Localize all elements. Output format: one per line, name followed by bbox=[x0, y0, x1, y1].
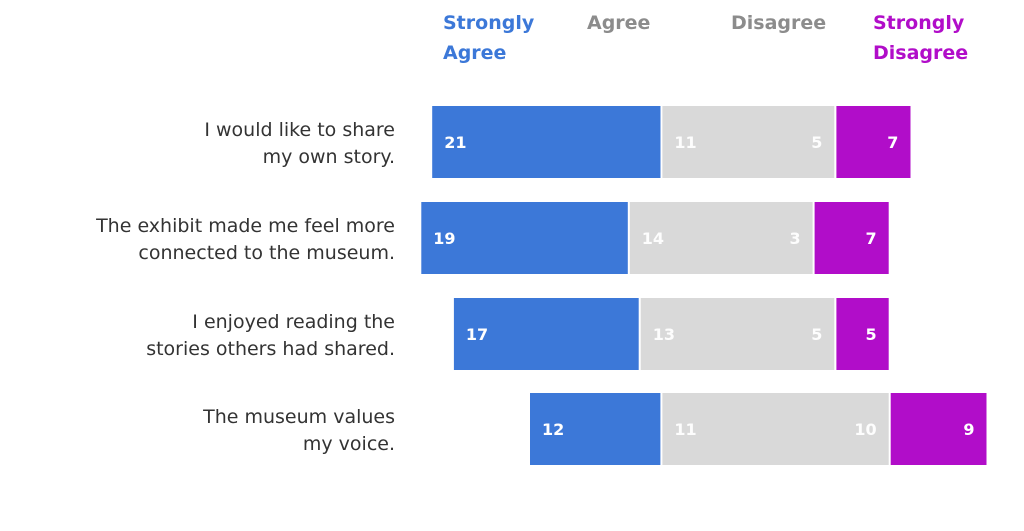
bar-label-1-agree: 11 bbox=[674, 133, 696, 152]
legend-strongly-disagree-line-1: Strongly bbox=[873, 12, 965, 34]
bar-3-agree bbox=[640, 298, 780, 370]
row-label-3-line-1: I enjoyed reading the bbox=[192, 311, 395, 333]
bar-label-1-disagree: 5 bbox=[811, 133, 822, 152]
bar-2-agree bbox=[629, 202, 780, 274]
row-label-1-line-1: I would like to share bbox=[204, 119, 395, 141]
bar-1-agree bbox=[662, 106, 780, 178]
bar-label-4-strongly-agree: 12 bbox=[542, 420, 564, 439]
bar-label-4-disagree: 10 bbox=[854, 420, 876, 439]
row-labels: I would like to share my own story. The ex… bbox=[95, 119, 395, 455]
bar-label-1-strongly-agree: 21 bbox=[444, 133, 466, 152]
bar-label-1-strongly-disagree: 7 bbox=[887, 133, 898, 152]
legend-agree-line-1: Agree bbox=[587, 12, 650, 34]
bar-4-disagree bbox=[780, 393, 889, 465]
bar-4-strongly-agree bbox=[530, 393, 661, 465]
bar-3-strongly-agree bbox=[453, 298, 639, 370]
legend-disagree-line-1: Disagree bbox=[731, 12, 826, 34]
row-label-4-line-2: my voice. bbox=[303, 433, 395, 455]
bar-label-2-disagree: 3 bbox=[789, 229, 800, 248]
bar-1-strongly-agree bbox=[432, 106, 661, 178]
bar-label-2-strongly-disagree: 7 bbox=[866, 229, 877, 248]
bar-label-2-agree: 14 bbox=[642, 229, 664, 248]
bars: 21 11 5 7 19 14 3 7 17 13 5 5 12 11 10 9 bbox=[421, 106, 987, 465]
legend-strongly-agree-line-2: Agree bbox=[443, 42, 506, 64]
bar-2-strongly-disagree bbox=[814, 202, 889, 274]
bar-1-strongly-disagree bbox=[836, 106, 911, 178]
row-label-2-line-2: connected to the museum. bbox=[138, 242, 395, 264]
bar-2-disagree bbox=[780, 202, 813, 274]
bar-label-3-strongly-agree: 17 bbox=[466, 325, 488, 344]
bar-4-agree bbox=[662, 393, 780, 465]
bar-2-strongly-agree bbox=[421, 202, 628, 274]
legend-strongly-disagree-line-2: Disagree bbox=[873, 42, 968, 64]
legend-strongly-agree-line-1: Strongly bbox=[443, 12, 535, 34]
row-label-4-line-1: The museum values bbox=[202, 406, 395, 428]
bar-label-3-disagree: 5 bbox=[811, 325, 822, 344]
bar-3-disagree bbox=[780, 298, 835, 370]
bar-label-3-agree: 13 bbox=[653, 325, 675, 344]
bar-label-3-strongly-disagree: 5 bbox=[866, 325, 877, 344]
row-label-2-line-1: The exhibit made me feel more bbox=[95, 215, 395, 237]
bar-3-strongly-disagree bbox=[836, 298, 889, 370]
bar-label-4-agree: 11 bbox=[674, 420, 696, 439]
row-label-3-line-2: stories others had shared. bbox=[146, 338, 395, 360]
bar-label-4-strongly-disagree: 9 bbox=[963, 420, 974, 439]
bar-4-strongly-disagree bbox=[890, 393, 987, 465]
bar-1-disagree bbox=[780, 106, 835, 178]
bar-label-2-strongly-agree: 19 bbox=[433, 229, 455, 248]
row-label-1-line-2: my own story. bbox=[263, 146, 395, 168]
chart-legend: Strongly Agree Agree Disagree Strongly Disagr… bbox=[443, 12, 968, 64]
